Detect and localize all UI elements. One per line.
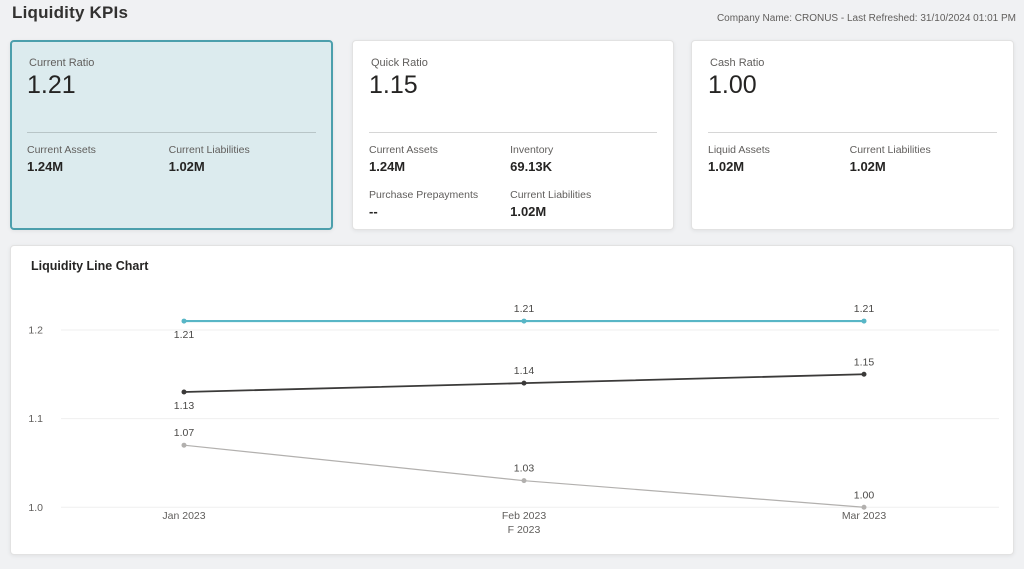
liquidity-line-chart[interactable]: 1.0 1.1 1.2 Jan 2023 Feb 2023 Mar 2023 F 2023 1… xyxy=(11,246,1013,554)
kpi-detail-label: Current Assets xyxy=(27,144,96,156)
kpi-detail-value: 1.24M xyxy=(27,159,64,174)
kpi-detail-label: Current Assets xyxy=(369,144,438,156)
kpi-card-details: Current Assets 1.24M Inventory 69.13K Purcha… xyxy=(369,144,657,219)
kpi-detail: Current Liabilities 1.02M xyxy=(850,144,997,174)
kpi-detail: Current Assets 1.24M xyxy=(27,144,169,174)
svg-text:1.1: 1.1 xyxy=(28,413,43,425)
kpi-detail-value: 1.24M xyxy=(369,159,406,174)
kpi-detail-label: Inventory xyxy=(510,144,554,156)
page-title: Liquidity KPIs xyxy=(12,3,129,22)
kpi-detail: Current Liabilities 1.02M xyxy=(510,189,657,219)
kpi-card-value: 1.00 xyxy=(708,71,757,99)
svg-text:Feb 2023: Feb 2023 xyxy=(502,510,547,522)
kpi-detail-label: Purchase Prepayments xyxy=(369,189,479,201)
kpi-card-divider xyxy=(708,132,997,133)
svg-text:Jan 2023: Jan 2023 xyxy=(162,510,205,522)
chart-title: Liquidity Line Chart xyxy=(31,259,149,273)
svg-text:1.21: 1.21 xyxy=(514,303,535,315)
kpi-detail-value: 1.02M xyxy=(708,159,745,174)
kpi-card-title: Current Ratio xyxy=(29,57,95,69)
kpi-card-details: Current Assets 1.24M Current Liabilities 1.… xyxy=(27,144,316,174)
kpi-detail-value: 1.02M xyxy=(168,159,205,174)
page-header: Liquidity KPIs Company Name: CRONUS - La… xyxy=(0,0,1024,36)
kpi-card-header: Current Ratio 1.21 xyxy=(27,57,316,132)
kpi-detail: Purchase Prepayments -- xyxy=(369,189,510,219)
kpi-detail-value: 1.02M xyxy=(849,159,886,174)
kpi-detail-value: 1.02M xyxy=(510,204,547,219)
kpi-card-header: Quick Ratio 1.15 xyxy=(369,57,657,132)
svg-text:1.21: 1.21 xyxy=(174,329,195,341)
kpi-detail: Inventory 69.13K xyxy=(510,144,657,174)
kpi-detail: Liquid Assets 1.02M xyxy=(708,144,850,174)
kpi-card-details: Liquid Assets 1.02M Current Liabilities 1.0… xyxy=(708,144,997,174)
kpi-card-divider xyxy=(27,132,316,133)
svg-text:F 2023: F 2023 xyxy=(508,524,541,536)
svg-text:1.14: 1.14 xyxy=(514,365,535,377)
kpi-card-current-ratio[interactable]: Current Ratio 1.21 Current Assets 1.24M Cu… xyxy=(10,40,333,230)
svg-text:1.2: 1.2 xyxy=(28,324,43,336)
kpi-detail-label: Current Liabilities xyxy=(849,144,931,156)
svg-text:1.07: 1.07 xyxy=(174,427,195,439)
svg-text:Mar 2023: Mar 2023 xyxy=(842,510,887,522)
kpi-card-divider xyxy=(369,132,657,133)
kpi-detail-label: Current Liabilities xyxy=(168,144,250,156)
kpi-card-header: Cash Ratio 1.00 xyxy=(708,57,997,132)
kpi-card-value: 1.21 xyxy=(27,71,76,99)
svg-text:1.15: 1.15 xyxy=(854,356,875,368)
svg-text:1.00: 1.00 xyxy=(854,489,875,501)
kpi-detail-label: Liquid Assets xyxy=(708,144,770,156)
kpi-detail-label: Current Liabilities xyxy=(510,189,592,201)
kpi-detail: Current Liabilities 1.02M xyxy=(169,144,316,174)
kpi-card-quick-ratio[interactable]: Quick Ratio 1.15 Current Assets 1.24M Inve… xyxy=(352,40,674,230)
kpi-detail-value: 69.13K xyxy=(510,159,553,174)
kpi-card-value: 1.15 xyxy=(369,71,418,99)
kpi-card-title: Cash Ratio xyxy=(710,57,765,69)
kpi-detail-value: -- xyxy=(369,204,378,219)
kpi-card-cash-ratio[interactable]: Cash Ratio 1.00 Liquid Assets 1.02M Curren… xyxy=(691,40,1014,230)
svg-text:1.0: 1.0 xyxy=(28,502,43,514)
svg-text:1.21: 1.21 xyxy=(854,303,875,315)
svg-text:1.03: 1.03 xyxy=(514,463,535,475)
liquidity-line-chart-card: 1.0 1.1 1.2 Jan 2023 Feb 2023 Mar 2023 F 2023 1… xyxy=(10,245,1014,555)
kpi-detail: Current Assets 1.24M xyxy=(369,144,510,174)
company-last-refreshed-info: Company Name: CRONUS - Last Refreshed: 3… xyxy=(716,13,1016,24)
kpi-card-title: Quick Ratio xyxy=(371,57,428,69)
svg-text:1.13: 1.13 xyxy=(174,400,195,412)
